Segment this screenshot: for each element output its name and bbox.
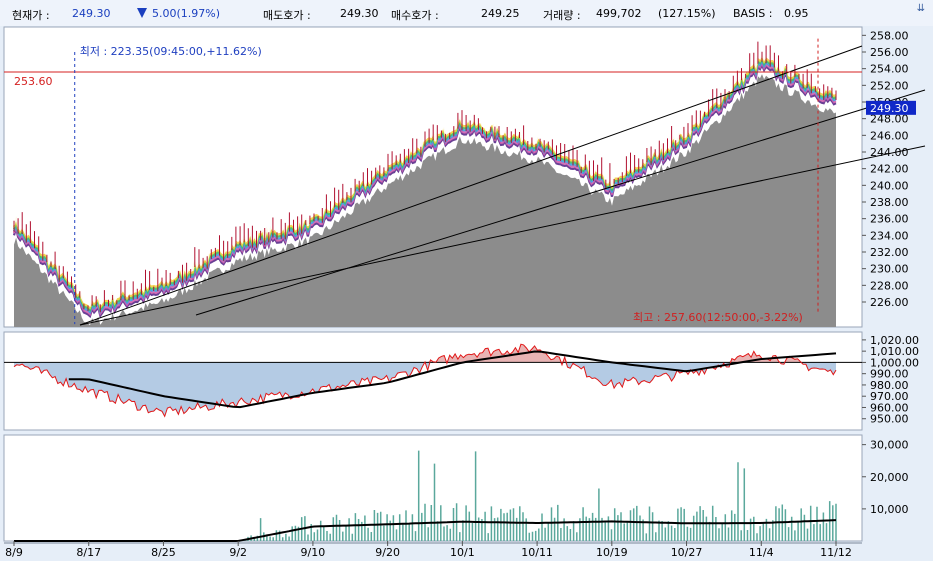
change-value: 5.00(1.97%) bbox=[152, 7, 221, 20]
vol-ytick-label-1: 20,000 bbox=[870, 471, 909, 484]
price-ytick-label-11: 248.00 bbox=[870, 113, 909, 126]
osc-ytick-label-1: 960.00 bbox=[870, 401, 909, 414]
trendline-2 bbox=[195, 89, 926, 316]
oscillator-line bbox=[13, 343, 837, 418]
price-ytick-label-8: 242.00 bbox=[870, 163, 909, 176]
osc-ytick-label-3: 980.00 bbox=[870, 379, 909, 392]
price-ytick-label-15: 256.00 bbox=[870, 46, 909, 59]
price-ytick-label-13: 252.00 bbox=[870, 79, 909, 92]
osc-ytick-label-4: 990.00 bbox=[870, 368, 909, 381]
x-tick-label-8: 10/19 bbox=[596, 546, 628, 559]
x-axis: 8/9 8/17 8/25 9/2 9/10 9/20 10/1 10/11 10/19 10/2… bbox=[4, 541, 862, 559]
osc-ytick-label-2: 970.00 bbox=[870, 390, 909, 403]
price-ytick-label-3: 232.00 bbox=[870, 246, 909, 259]
x-tick-label-1: 8/17 bbox=[76, 546, 101, 559]
x-tick-label-11: 11/12 bbox=[820, 546, 852, 559]
price-ytick-label-2: 230.00 bbox=[870, 263, 909, 276]
current-price-tag-label: 249.30 bbox=[870, 102, 909, 115]
price-ytick-label-5: 236.00 bbox=[870, 213, 909, 226]
trendline-1 bbox=[79, 45, 863, 326]
x-tick-label-4: 9/10 bbox=[301, 546, 326, 559]
oscillator-negative-fill bbox=[14, 362, 836, 417]
vol-ytick-label-0: 10,000 bbox=[870, 503, 909, 516]
basis-label: BASIS : bbox=[733, 7, 773, 20]
down-arrow-icon bbox=[137, 8, 147, 18]
x-tick-label-9: 10/27 bbox=[671, 546, 703, 559]
basis-value: 0.95 bbox=[784, 7, 809, 20]
price-ytick-label-9: 244.00 bbox=[870, 146, 909, 159]
price-panel: 253.60 최저 : 223.35(09:45:00,+11.62%) 최고 : … bbox=[3, 26, 926, 328]
osc-ytick-label-6: 1,010.00 bbox=[870, 345, 919, 358]
price-ytick-label-1: 228.00 bbox=[870, 279, 909, 292]
price-ytick-label-0: 226.00 bbox=[870, 296, 909, 309]
volume-average-line bbox=[14, 519, 837, 542]
ask-label: 매도호가 : bbox=[263, 9, 311, 22]
bid-label: 매수호가 : bbox=[391, 9, 439, 22]
bid-price: 249.25 bbox=[481, 7, 520, 20]
x-tick-label-0: 8/9 bbox=[5, 546, 23, 559]
volume-value: 499,702 bbox=[596, 7, 642, 20]
x-tick-label-5: 9/20 bbox=[375, 546, 400, 559]
price-ytick-label-10: 246.00 bbox=[870, 129, 909, 142]
volume-pct: (127.15%) bbox=[658, 7, 716, 20]
price-ytick-label-7: 240.00 bbox=[870, 179, 909, 192]
volume-plot-area bbox=[3, 434, 863, 542]
reference-line-label: 253.60 bbox=[14, 75, 53, 88]
osc-ytick-label-5: 1,000.00 bbox=[870, 356, 919, 369]
header-bar: 현재가 : 249.30 5.00(1.97%) 매도호가 : 249.30 매… bbox=[0, 0, 933, 26]
osc-ytick-label-7: 1,020.00 bbox=[870, 334, 919, 347]
price-ytick-label-4: 234.00 bbox=[870, 229, 909, 242]
candle-wicks bbox=[13, 41, 837, 313]
vol-ytick-label-2: 30,000 bbox=[870, 439, 909, 452]
osc-ytick-label-0: 950.00 bbox=[870, 413, 909, 426]
price-area bbox=[14, 74, 836, 327]
low-annotation: 최저 : 223.35(09:45:00,+11.62%) bbox=[80, 45, 262, 58]
price-ytick-label-16: 258.00 bbox=[870, 29, 909, 42]
ask-price: 249.30 bbox=[340, 7, 379, 20]
price-ytick-label-6: 238.00 bbox=[870, 196, 909, 209]
trendline-3 bbox=[79, 145, 926, 326]
x-tick-label-6: 10/1 bbox=[450, 546, 475, 559]
current-price-value: 249.30 bbox=[72, 7, 111, 20]
high-annotation: 최고 : 257.60(12:50:00,-3.22%) bbox=[633, 311, 803, 324]
x-tick-label-10: 11/4 bbox=[749, 546, 774, 559]
current-price-tag bbox=[866, 100, 916, 115]
volume-label: 거래량 : bbox=[543, 9, 581, 22]
x-tick-label-3: 9/2 bbox=[229, 546, 247, 559]
x-tick-label-2: 8/25 bbox=[151, 546, 176, 559]
oscillator-signal-line bbox=[68, 350, 837, 409]
price-ytick-label-14: 254.00 bbox=[870, 63, 909, 76]
menu-icon[interactable]: ⇊ bbox=[916, 3, 926, 14]
volume-panel: 10,000 20,000 30,000 bbox=[3, 434, 909, 542]
current-price-label: 현재가 : bbox=[12, 9, 50, 22]
x-tick-label-7: 10/11 bbox=[521, 546, 553, 559]
oscillator-panel: 950.00960.00970.00980.00990.001,000.001,… bbox=[3, 331, 919, 431]
